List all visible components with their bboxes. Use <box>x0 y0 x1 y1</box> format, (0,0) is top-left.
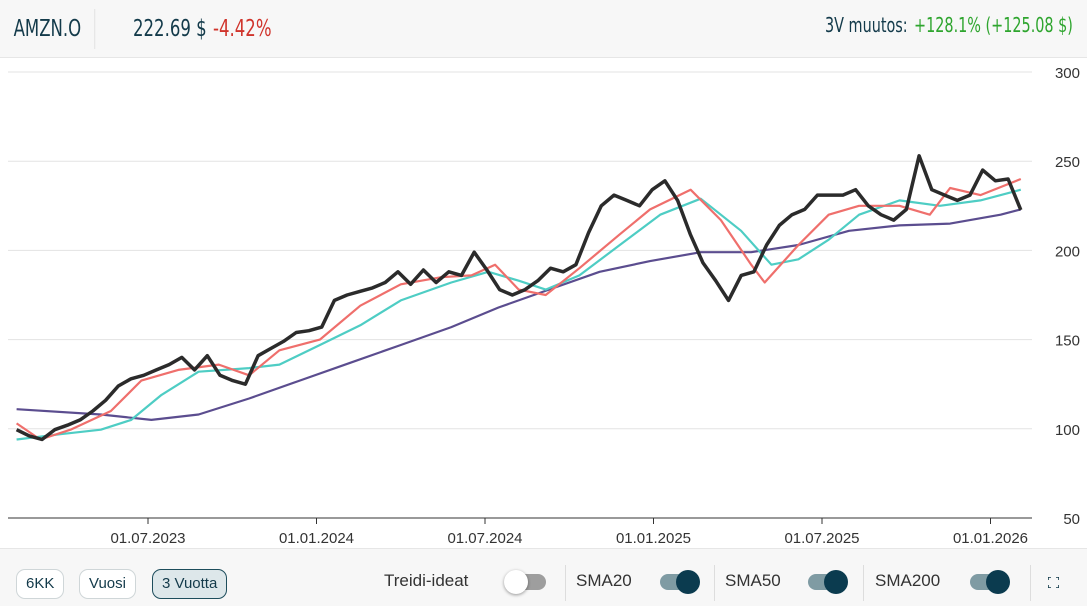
sma20-toggle[interactable] <box>660 570 700 594</box>
sma50-toggle[interactable] <box>808 570 848 594</box>
divider <box>714 565 715 601</box>
last-price: 222.69 $ <box>132 15 207 42</box>
daily-change: -4.42% <box>212 15 272 42</box>
chart-controls: 6KK Vuosi 3 Vuotta Treidi-ideat SMA20 SM… <box>0 548 1087 606</box>
sma200-toggle[interactable] <box>970 570 1010 594</box>
toggle-knob <box>504 570 528 594</box>
sma200-label: SMA200 <box>875 571 941 590</box>
divider <box>863 565 864 601</box>
y-tick-label: 200 <box>1055 243 1080 260</box>
fullscreen-icon[interactable] <box>1048 577 1059 588</box>
ticker-symbol: AMZN.O <box>0 8 95 49</box>
sma50-line <box>16 188 1022 441</box>
sma20-label: SMA20 <box>576 571 632 590</box>
quote-header: AMZN.O 222.69 $ -4.42% 3V muutos: +128.1%… <box>0 0 1087 58</box>
range-vuosi-button[interactable]: Vuosi <box>79 569 136 599</box>
y-tick-label: 100 <box>1055 422 1080 439</box>
y-tick-label: 150 <box>1055 333 1080 350</box>
price-line <box>15 154 1023 442</box>
divider <box>565 565 566 601</box>
trade-ideas-label: Treidi-ideat <box>384 571 469 590</box>
x-tick-label: 01.07.2024 <box>447 530 522 547</box>
sma50-label: SMA50 <box>725 571 781 590</box>
x-tick-label: 01.07.2023 <box>110 530 185 547</box>
y-tick-label: 250 <box>1055 154 1080 171</box>
trade-ideas-toggle[interactable] <box>504 570 546 594</box>
divider <box>1030 565 1031 601</box>
range-6kk-button[interactable]: 6KK <box>16 569 65 599</box>
x-tick-label: 01.07.2025 <box>784 530 859 547</box>
x-tick-label: 01.01.2026 <box>953 530 1028 547</box>
toggle-knob <box>986 570 1010 594</box>
x-tick-label: 01.01.2024 <box>279 530 354 547</box>
sma200-line <box>16 208 1022 421</box>
toggle-knob <box>676 570 700 594</box>
period-change-value: +128.1% (+125.08 $) <box>914 13 1073 37</box>
price-chart[interactable]: 50 100 150 200 250 300 01.07.2023 01.01.2024 01.… <box>0 58 1087 548</box>
y-tick-label: 300 <box>1055 65 1080 82</box>
toggle-knob <box>824 570 848 594</box>
range-3-vuotta-button[interactable]: 3 Vuotta <box>152 569 228 599</box>
period-change-label: 3V muutos: <box>825 13 908 37</box>
period-change: 3V muutos: +128.1% (+125.08 $) <box>825 13 1073 37</box>
sma20-line <box>15 177 1022 441</box>
y-tick-label: 50 <box>1063 511 1080 528</box>
x-tick-label: 01.01.2025 <box>616 530 691 547</box>
